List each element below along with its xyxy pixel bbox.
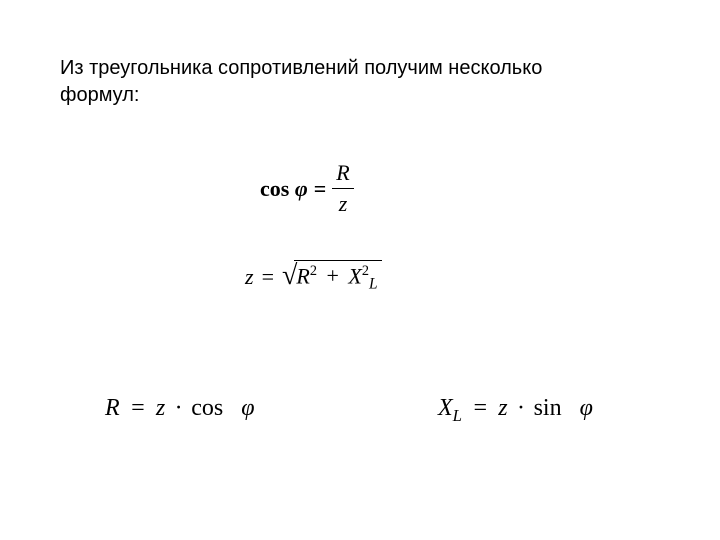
spacer bbox=[568, 395, 574, 421]
sup-2-x: 2 bbox=[362, 263, 369, 279]
sup-2: 2 bbox=[310, 263, 317, 279]
dot-operator: · bbox=[175, 395, 181, 421]
equals-sign: = bbox=[262, 264, 274, 290]
radical-sign: √ bbox=[282, 262, 297, 296]
cos-label: cos bbox=[260, 176, 289, 202]
phi-var: φ bbox=[295, 176, 308, 202]
term-x: X bbox=[348, 263, 361, 288]
x-var: X bbox=[438, 395, 453, 421]
phi-var: φ bbox=[580, 395, 593, 421]
term-r: R bbox=[296, 263, 309, 288]
equals-sign: = bbox=[130, 395, 146, 421]
z-var: z bbox=[498, 395, 507, 421]
intro-text: Из треугольника сопротивлений получим не… bbox=[60, 55, 620, 109]
numerator: R bbox=[332, 160, 353, 186]
sub-l: L bbox=[453, 406, 462, 425]
formula-z-impedance: z = √ R2 + X2L bbox=[245, 260, 382, 294]
z-var: z bbox=[245, 264, 254, 290]
equals-sign: = bbox=[314, 176, 327, 202]
fraction: R z bbox=[332, 160, 353, 217]
formula-xl: XL = z · sin φ bbox=[438, 395, 593, 426]
denominator: z bbox=[335, 191, 352, 217]
sub-l: L bbox=[369, 276, 378, 293]
spacer bbox=[229, 395, 235, 421]
sin-label: sin bbox=[534, 395, 562, 421]
sqrt: √ R2 + X2L bbox=[282, 260, 382, 294]
formula-cos-phi: cos φ = R z bbox=[260, 160, 354, 217]
cos-label: cos bbox=[191, 395, 223, 421]
z-var: z bbox=[156, 395, 165, 421]
plus-sign: + bbox=[326, 263, 338, 288]
equals-sign: = bbox=[472, 395, 488, 421]
r-var: R bbox=[105, 395, 120, 421]
radicand: R2 + X2L bbox=[294, 260, 381, 294]
phi-var: φ bbox=[241, 395, 254, 421]
fraction-bar bbox=[332, 188, 353, 189]
formula-r: R = z · cos φ bbox=[105, 395, 255, 422]
dot-operator: · bbox=[518, 395, 524, 421]
